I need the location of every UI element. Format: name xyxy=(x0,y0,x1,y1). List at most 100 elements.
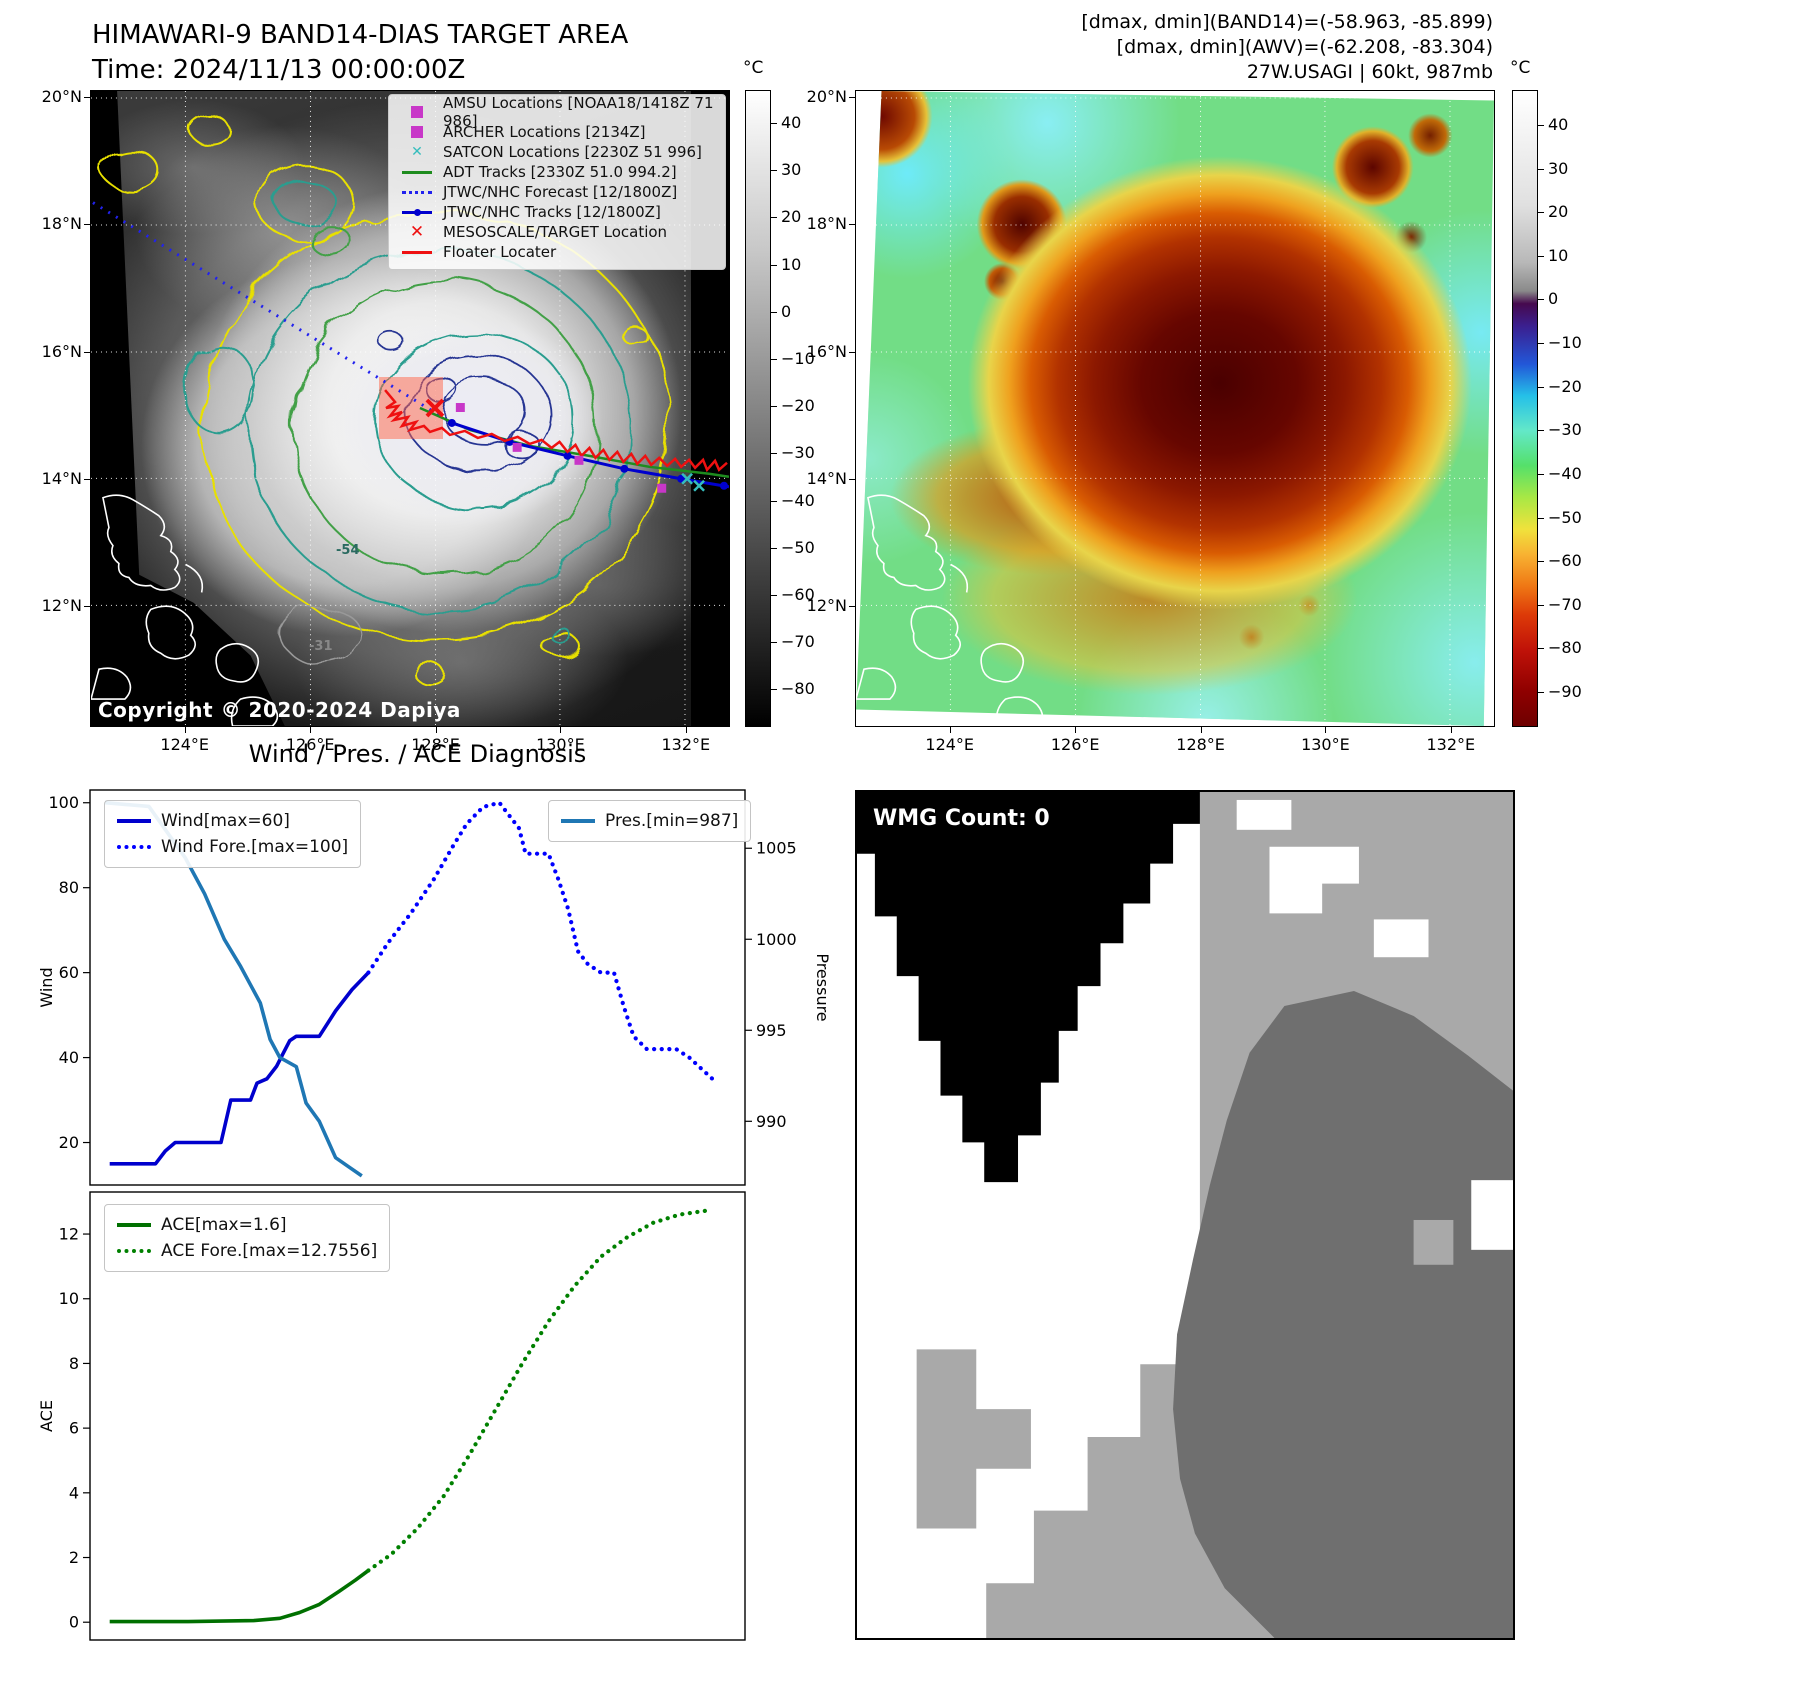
svg-text:10: 10 xyxy=(59,1289,79,1308)
colorbar-tickmark xyxy=(771,547,777,549)
band14-title-line1: HIMAWARI-9 BAND14-DIAS TARGET AREA xyxy=(92,20,629,50)
colorbar-tick-label: −30 xyxy=(781,443,815,463)
colorbar-tickmark xyxy=(1538,692,1544,694)
svg-text:40: 40 xyxy=(59,1048,79,1067)
colorbar-tickmark xyxy=(771,689,777,691)
map-legend-row: JTWC/NHC Forecast [12/1800Z] xyxy=(399,182,715,202)
lon-tick-label: 132°E xyxy=(1426,735,1476,754)
line-dot-marker-icon xyxy=(399,208,435,216)
svg-text:12: 12 xyxy=(59,1225,79,1244)
colorbar-tickmark xyxy=(1538,255,1544,257)
contour-value-label: -54 xyxy=(336,543,360,558)
colorbar-tick-label: −10 xyxy=(781,348,815,368)
lon-tick-label: 132°E xyxy=(661,735,711,754)
colorbar-tickmark xyxy=(771,311,777,313)
lon-tick-label: 124°E xyxy=(160,735,210,754)
band14-map-legend: AMSU Locations [NOAA18/1418Z 71 986] ARCH… xyxy=(388,94,726,270)
colorbar-tickmark xyxy=(771,406,777,408)
svg-text:20: 20 xyxy=(59,1133,79,1152)
colorbar-tickmark xyxy=(771,642,777,644)
wmg-darkgray-region xyxy=(1173,991,1513,1638)
wmg-black-region xyxy=(857,792,1200,1183)
lon-tickmark xyxy=(1075,727,1077,733)
pressure-line-icon xyxy=(561,819,595,823)
colorbar-tickmark xyxy=(771,453,777,455)
latlon-grid xyxy=(856,91,1494,726)
lon-tickmark xyxy=(1450,727,1452,733)
colorbar-tickmark xyxy=(771,123,777,125)
band14-map: -54 -31 AMSU Locations [NOAA18/1418Z 71 … xyxy=(90,90,730,727)
wind-pressure-chart: 20 40 60 80 100 990 995 1000 1005 Wind Pressure xyxy=(40,789,832,1186)
awv-header-line3: 27W.USAGI | 60kt, 987mb xyxy=(1246,61,1493,84)
colorbar-tick-label: −50 xyxy=(781,537,815,557)
lat-tick-label: 14°N xyxy=(41,468,82,488)
map-legend-row: JTWC/NHC Tracks [12/1800Z] xyxy=(399,202,715,222)
colorbar-tick-label: −70 xyxy=(781,632,815,652)
map-legend-label: AMSU Locations [NOAA18/1418Z 71 986] xyxy=(443,94,714,130)
ace-obs-legend-label: ACE[max=1.6] xyxy=(161,1215,287,1235)
colorbar-tick-label: −70 xyxy=(1548,594,1582,614)
lat-tick-label: 16°N xyxy=(806,341,847,361)
amsu-archer-markers xyxy=(455,403,667,493)
lat-tick-label: 12°N xyxy=(806,595,847,615)
colorbar-tickmark xyxy=(1538,386,1544,388)
lon-tickmark xyxy=(1325,727,1327,733)
band14-title-line2: Time: 2024/11/13 00:00:00Z xyxy=(92,55,466,86)
wmg-map xyxy=(857,792,1513,1638)
colorbar-tick-label: 30 xyxy=(781,160,802,180)
colorbar-tickmark xyxy=(771,264,777,266)
colorbar-tick-label: −40 xyxy=(781,490,815,510)
map-legend-row: Floater Locater xyxy=(399,242,715,262)
ace-obs-line-icon xyxy=(117,1223,151,1227)
colorbar-tick-label: −40 xyxy=(1548,463,1582,483)
ace-chart: 0 2 4 6 8 10 12 ACE xyxy=(40,1191,746,1641)
contour-layer xyxy=(101,115,671,686)
lat-tick-label: 12°N xyxy=(41,595,82,615)
svg-text:2: 2 xyxy=(69,1548,79,1567)
wind-obs-legend-label: Wind[max=60] xyxy=(161,811,290,831)
map-legend-label: JTWC/NHC Forecast [12/1800Z] xyxy=(443,183,678,201)
svg-text:ACE: ACE xyxy=(40,1400,56,1432)
map-legend-label: ADT Tracks [2330Z 51.0 994.2] xyxy=(443,163,677,181)
colorbar-tickmark xyxy=(1538,648,1544,650)
map-legend-label: JTWC/NHC Tracks [12/1800Z] xyxy=(443,203,661,221)
line-marker-icon xyxy=(399,170,435,174)
wind-legend: Wind[max=60] Wind Fore.[max=100] xyxy=(104,800,362,868)
svg-text:1005: 1005 xyxy=(756,839,797,858)
svg-text:995: 995 xyxy=(756,1021,787,1040)
map-legend-row: ✕ MESOSCALE/TARGET Location xyxy=(399,222,715,242)
svg-text:Pressure: Pressure xyxy=(813,953,832,1021)
colorbar-tick-label: 30 xyxy=(1548,158,1569,178)
copyright-watermark: Copyright © 2020-2024 Dapiya xyxy=(98,698,461,722)
colorbar-tickmark xyxy=(771,217,777,219)
lon-tick-label: 124°E xyxy=(925,735,975,754)
colorbar-tick-label: −20 xyxy=(1548,376,1582,396)
colorbar-tick-label: −50 xyxy=(1548,507,1582,527)
colorbar-tickmark xyxy=(1538,212,1544,214)
dotted-marker-icon xyxy=(399,190,435,194)
coastline-layer xyxy=(856,494,1044,726)
awv-map xyxy=(855,90,1495,727)
awv-header-line2: [dmax, dmin](AWV)=(-62.208, -83.304) xyxy=(1116,36,1493,59)
awv-colorbar-unit: °C xyxy=(1510,58,1531,78)
colorbar-tick-label: 20 xyxy=(1548,202,1569,222)
wind-forecast-legend-label: Wind Fore.[max=100] xyxy=(161,837,349,857)
Pres.[min=987] xyxy=(104,800,363,1178)
svg-text:8: 8 xyxy=(69,1354,79,1373)
map-legend-row: AMSU Locations [NOAA18/1418Z 71 986] xyxy=(399,94,715,130)
wmg-panel: WMG Count: 0 xyxy=(855,790,1515,1640)
lon-tick-label: 128°E xyxy=(411,735,460,754)
lat-tickmark xyxy=(84,605,90,607)
colorbar-tickmark xyxy=(1538,430,1544,432)
square-marker-icon xyxy=(399,126,435,138)
colorbar-tickmark xyxy=(1538,473,1544,475)
lat-tickmark xyxy=(849,351,855,353)
lat-tick-label: 18°N xyxy=(806,214,847,234)
colorbar-tick-label: 0 xyxy=(1548,289,1559,309)
svg-text:6: 6 xyxy=(69,1419,79,1438)
colorbar-tick-label: −90 xyxy=(1548,682,1582,702)
colorbar-tick-label: −20 xyxy=(781,396,815,416)
floater-locater-line xyxy=(384,389,728,473)
diagnosis-title: Wind / Pres. / ACE Diagnosis xyxy=(248,740,587,768)
svg-text:60: 60 xyxy=(59,963,79,982)
